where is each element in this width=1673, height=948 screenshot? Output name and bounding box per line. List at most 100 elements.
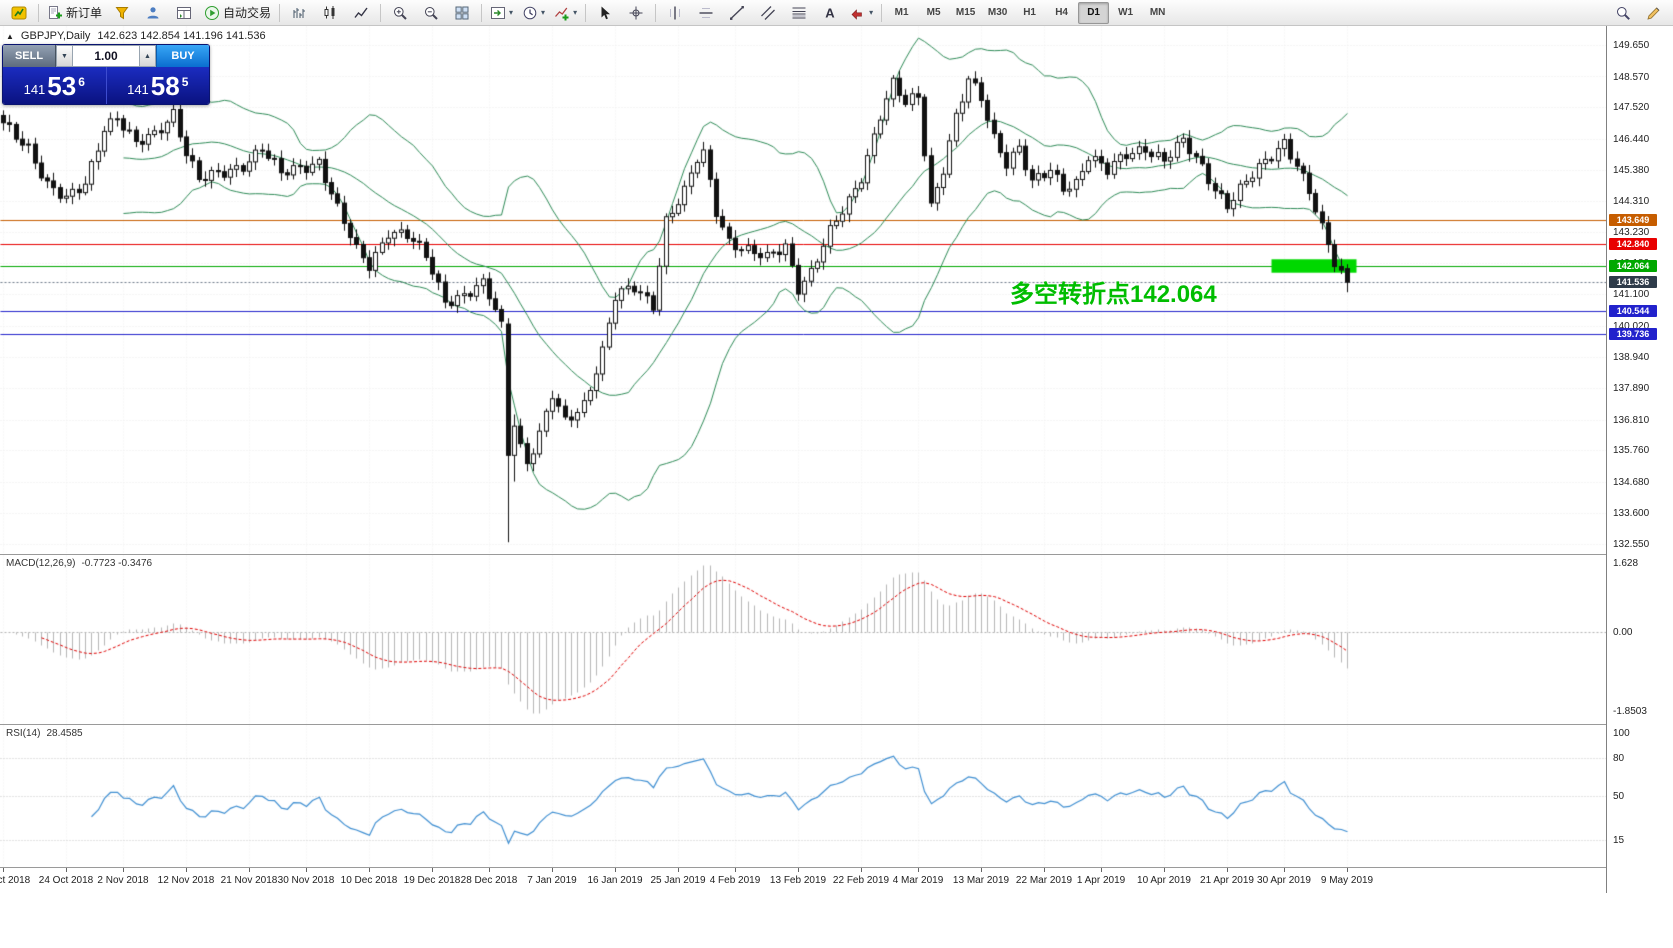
autotrade-button-label: 自动交易 — [223, 6, 272, 20]
crosshair-button[interactable] — [621, 1, 651, 25]
search-button[interactable] — [1608, 1, 1638, 25]
price-scale-label: 143.230 — [1613, 227, 1650, 239]
price-scale-label: 136.810 — [1613, 414, 1650, 426]
price-scale-label: 145.380 — [1613, 164, 1650, 176]
chart-shift-button[interactable]: ▾ — [518, 1, 549, 25]
zoom-in-button[interactable] — [385, 1, 415, 25]
date-label: 24 Oct 2018 — [38, 875, 94, 886]
price-scale-label: 141.100 — [1613, 289, 1650, 301]
toolbar-separator — [279, 3, 281, 22]
dropdown-caret-icon: ▾ — [541, 8, 546, 17]
dropdown-caret-icon: ▾ — [509, 8, 514, 17]
volume-increase-button[interactable]: ▲ — [139, 45, 156, 67]
trendline-button[interactable] — [722, 1, 752, 25]
timeframe-d1-button[interactable]: D1 — [1078, 1, 1110, 24]
toolbar-separator — [655, 3, 657, 22]
rsi-scale-label: 50 — [1613, 791, 1625, 802]
linechart-icon — [353, 5, 369, 21]
price-scale-label: 132.550 — [1613, 538, 1650, 550]
sell-price-display[interactable]: 141 53 6 — [3, 67, 107, 104]
refresh-button[interactable] — [169, 1, 199, 25]
date-label: 22 Mar 2019 — [1015, 875, 1073, 886]
toolbar-separator — [585, 3, 587, 22]
volume-input[interactable] — [73, 45, 139, 67]
arrows-button[interactable]: ▾ — [846, 1, 877, 25]
date-tick — [1284, 868, 1285, 872]
horizontal-line-button[interactable] — [691, 1, 721, 25]
timeframe-m30-button[interactable]: M30 — [987, 7, 1008, 18]
date-label: 7 Jan 2019 — [527, 875, 577, 886]
date-label: 13 Mar 2019 — [952, 875, 1010, 886]
candlestick-button[interactable] — [315, 1, 345, 25]
channel-icon — [760, 5, 776, 21]
bar-chart-button[interactable] — [284, 1, 314, 25]
main-chart-canvas[interactable] — [0, 26, 1606, 554]
cursor-button[interactable] — [590, 1, 620, 25]
timeframe-m5-button[interactable]: M5 — [926, 7, 941, 18]
timeframe-m15-button[interactable]: M15 — [955, 7, 976, 18]
timeframe-h4-button[interactable]: H4 — [1055, 7, 1068, 18]
date-tick — [3, 868, 4, 872]
toolbar-separator — [481, 3, 483, 22]
date-tick — [1164, 868, 1165, 872]
timeframe-w1-button[interactable]: W1 — [1118, 7, 1134, 18]
new-order-button[interactable]: 新订单 — [43, 1, 106, 25]
toolbar-separator — [380, 3, 382, 22]
date-tick — [552, 868, 553, 872]
market-watch-button[interactable] — [107, 1, 137, 25]
price-scale-label: 133.600 — [1613, 508, 1650, 520]
date-tick — [678, 868, 679, 872]
date-tick — [1227, 868, 1228, 872]
timeframe-mn-button[interactable]: MN — [1149, 7, 1166, 18]
date-label: 28 Dec 2018 — [460, 875, 518, 886]
buy-price-pips: 58 — [150, 71, 180, 101]
macd-scale-label: 0.00 — [1613, 627, 1633, 638]
new-chart-button[interactable]: ▾ — [486, 1, 517, 25]
buy-button[interactable]: BUY — [156, 45, 209, 67]
symbol-period-label: GBPJPY,Daily — [20, 30, 91, 42]
play-icon — [204, 5, 220, 21]
date-tick — [369, 868, 370, 872]
buy-price-display[interactable]: 141 58 5 — [107, 67, 210, 104]
price-axis[interactable]: 149.650 148.570 147.520 146.440 145.380 144.3… — [1606, 26, 1673, 893]
text-label-button[interactable]: A — [815, 1, 845, 25]
panel-collapse-arrow[interactable]: ▲ — [6, 31, 14, 41]
price-scale-label: 144.310 — [1613, 195, 1650, 207]
indicators-button[interactable]: ▾ — [550, 1, 581, 25]
sell-button[interactable]: SELL — [3, 45, 56, 67]
chart-column: MACD(12,26,9) -0.7723 -0.3476 RSI(14) 28… — [0, 26, 1673, 948]
macd-scale-label: 1.628 — [1613, 558, 1639, 569]
channel-button[interactable] — [753, 1, 783, 25]
timeframe-h1-button[interactable]: H1 — [1023, 7, 1036, 18]
date-label: 21 Nov 2018 — [220, 875, 278, 886]
rsi-canvas[interactable] — [0, 725, 1606, 867]
profiles-button[interactable] — [138, 1, 168, 25]
fibonacci-button[interactable] — [784, 1, 814, 25]
volume-decrease-button[interactable]: ▼ — [56, 45, 73, 67]
line-chart-button[interactable] — [346, 1, 376, 25]
main-chart-panel — [0, 26, 1606, 555]
macd-canvas[interactable] — [0, 555, 1606, 724]
date-tick — [1347, 868, 1348, 872]
date-label: 12 Nov 2018 — [157, 875, 215, 886]
price-scale-label: 146.440 — [1613, 133, 1650, 145]
date-label: 30 Apr 2019 — [1257, 875, 1311, 886]
date-tick — [66, 868, 67, 872]
arrows-icon — [850, 5, 866, 21]
date-tick — [123, 868, 124, 872]
date-label: 19 Dec 2018 — [403, 875, 461, 886]
toolbar: 新订单 自动交易 ▾ ▾ ▾ A ▾ M1 M5 M15 M30 H1 H4 D1 W1 MN — [0, 0, 1673, 26]
trade-controls-row: SELL ▼ ▲ BUY — [3, 45, 209, 67]
one-click-trade-panel: SELL ▼ ▲ BUY 141 53 6 141 58 5 — [2, 44, 210, 105]
zoom-out-button[interactable] — [416, 1, 446, 25]
vertical-line-button[interactable] — [660, 1, 690, 25]
date-label: 4 Feb 2019 — [709, 875, 761, 886]
autotrade-button[interactable]: 自动交易 — [200, 1, 275, 25]
price-scale-label: 148.570 — [1613, 71, 1650, 83]
edit-button[interactable] — [1639, 1, 1669, 25]
timeframe-m1-button[interactable]: M1 — [894, 7, 909, 18]
tile-windows-button[interactable] — [447, 1, 477, 25]
date-label: 15 Oct 2018 — [0, 875, 31, 886]
current-price-badge: 141.536 — [1609, 275, 1657, 288]
